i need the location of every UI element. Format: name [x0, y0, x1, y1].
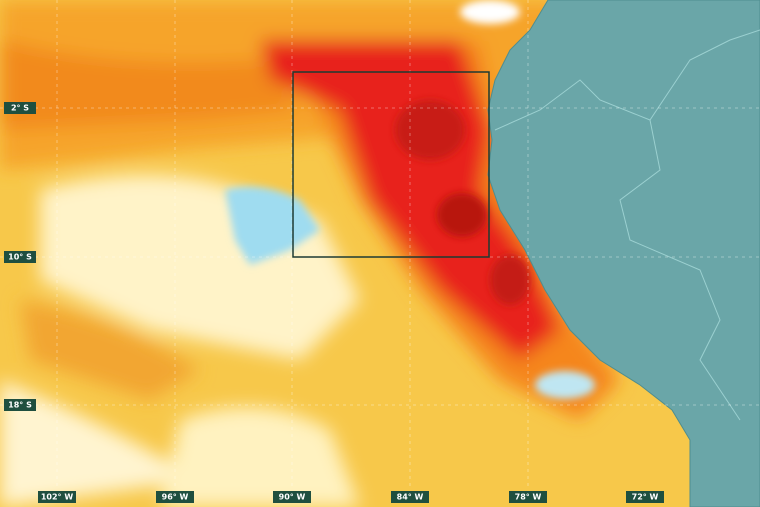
lon-label: 72° W	[632, 493, 659, 502]
lat-label: 18° S	[8, 401, 32, 410]
hot-coastal	[260, 40, 560, 360]
border-line	[619, 119, 741, 421]
lon-label-bg	[156, 491, 194, 503]
warm-patch	[20, 300, 200, 400]
lat-label: 10° S	[8, 253, 32, 262]
lon-label-bg	[38, 491, 76, 503]
hot-core	[395, 100, 465, 160]
lon-label-bg	[273, 491, 311, 503]
cold-patch	[460, 0, 520, 24]
lon-label-bg	[509, 491, 547, 503]
lon-label-bg	[391, 491, 429, 503]
lon-label: 102° W	[41, 493, 73, 502]
lon-label: 90° W	[279, 493, 306, 502]
lat-label-bg	[4, 102, 36, 114]
cool-area	[160, 407, 360, 507]
hot-core	[490, 255, 530, 305]
lat-label-bg	[4, 399, 36, 411]
border-line	[494, 29, 760, 131]
land	[487, 0, 760, 507]
labels: 2° S 10° S 18° S 102° W 96° W 90° W 84° W 78° W…	[4, 102, 664, 503]
hot-core	[437, 193, 487, 237]
cool-area	[0, 380, 200, 507]
region-box	[292, 71, 490, 258]
lon-label: 84° W	[397, 493, 424, 502]
cold-patch	[535, 371, 595, 399]
borders	[494, 29, 760, 421]
lat-label-bg	[4, 251, 36, 263]
lon-label-bg	[626, 491, 664, 503]
lat-label: 2° S	[11, 104, 29, 113]
cold-patch	[225, 186, 320, 265]
warm-band-core	[0, 40, 300, 130]
lon-label: 96° W	[162, 493, 189, 502]
lon-label: 78° W	[515, 493, 542, 502]
